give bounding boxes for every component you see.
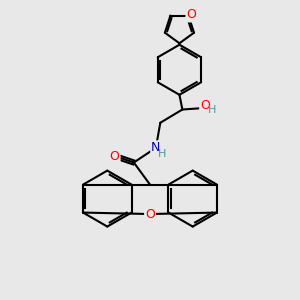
Text: O: O [110, 149, 120, 163]
Text: O: O [145, 208, 155, 220]
Text: H: H [158, 149, 166, 159]
Text: H: H [208, 105, 217, 116]
Text: O: O [200, 99, 210, 112]
Text: N: N [151, 141, 160, 154]
Text: O: O [187, 8, 196, 22]
